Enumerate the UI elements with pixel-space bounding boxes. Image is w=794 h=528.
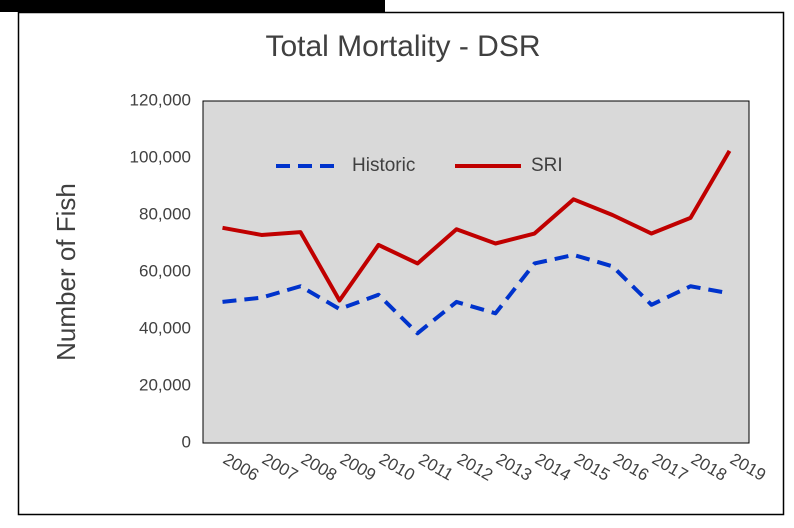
legend-label: Historic [352, 155, 415, 176]
series-line [222, 149, 732, 303]
legend-label: SRI [531, 155, 563, 176]
y-tick-label: 80,000 [139, 204, 191, 223]
y-tick-label: 60,000 [139, 261, 191, 280]
y-tick-label: 100,000 [130, 147, 191, 166]
y-tick-label: 120,000 [130, 90, 191, 109]
series-line [222, 252, 730, 336]
plot-area [202, 100, 750, 444]
y-tick-label: 0 [182, 432, 191, 451]
y-tick-label: 20,000 [139, 375, 191, 394]
chart-title: Total Mortality - DSR [265, 30, 540, 63]
y-axis-label: Number of Fish [51, 183, 81, 361]
y-tick-label: 40,000 [139, 318, 191, 337]
top-bar [0, 0, 385, 12]
